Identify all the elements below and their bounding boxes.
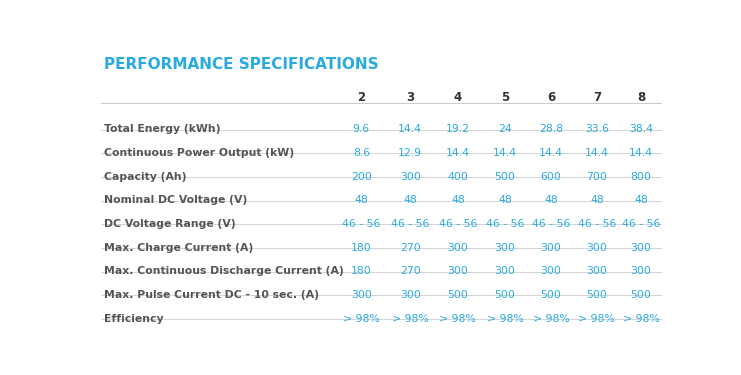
Text: > 98%: > 98% (622, 314, 659, 324)
Text: > 98%: > 98% (487, 314, 523, 324)
Text: 300: 300 (631, 267, 651, 276)
Text: 300: 300 (631, 243, 651, 253)
Text: 48: 48 (451, 195, 465, 206)
Text: 180: 180 (351, 267, 372, 276)
Text: Max. Pulse Current DC - 10 sec. (A): Max. Pulse Current DC - 10 sec. (A) (104, 290, 319, 300)
Text: 500: 500 (494, 290, 516, 300)
Text: 46 - 56: 46 - 56 (532, 219, 570, 229)
Text: 14.4: 14.4 (446, 148, 470, 158)
Text: 300: 300 (351, 290, 372, 300)
Text: 48: 48 (498, 195, 512, 206)
Text: 300: 300 (448, 267, 468, 276)
Text: 300: 300 (586, 267, 608, 276)
Text: 3: 3 (406, 91, 414, 104)
Text: Efficiency: Efficiency (104, 314, 164, 324)
Text: 46 - 56: 46 - 56 (439, 219, 477, 229)
Text: Continuous Power Output (kW): Continuous Power Output (kW) (104, 148, 294, 158)
Text: 500: 500 (631, 290, 651, 300)
Text: 500: 500 (586, 290, 608, 300)
Text: 9.6: 9.6 (353, 124, 370, 134)
Text: > 98%: > 98% (579, 314, 615, 324)
Text: 270: 270 (400, 243, 421, 253)
Text: 180: 180 (351, 243, 372, 253)
Text: 4: 4 (453, 91, 462, 104)
Text: Nominal DC Voltage (V): Nominal DC Voltage (V) (104, 195, 247, 206)
Text: PERFORMANCE SPECIFICATIONS: PERFORMANCE SPECIFICATIONS (104, 57, 379, 72)
Text: 300: 300 (494, 267, 516, 276)
Text: 8.6: 8.6 (353, 148, 370, 158)
Text: 33.6: 33.6 (585, 124, 609, 134)
Text: 500: 500 (540, 290, 562, 300)
Text: 300: 300 (540, 267, 562, 276)
Text: 46 - 56: 46 - 56 (578, 219, 616, 229)
Text: 28.8: 28.8 (539, 124, 563, 134)
Text: 400: 400 (448, 172, 468, 182)
Text: Max. Charge Current (A): Max. Charge Current (A) (104, 243, 253, 253)
Text: 14.4: 14.4 (629, 148, 653, 158)
Text: > 98%: > 98% (439, 314, 476, 324)
Text: 14.4: 14.4 (539, 148, 563, 158)
Text: > 98%: > 98% (392, 314, 428, 324)
Text: 46 - 56: 46 - 56 (486, 219, 524, 229)
Text: 24: 24 (498, 124, 512, 134)
Text: 6: 6 (547, 91, 555, 104)
Text: 300: 300 (399, 290, 421, 300)
Text: 300: 300 (399, 172, 421, 182)
Text: 300: 300 (448, 243, 468, 253)
Text: 600: 600 (540, 172, 562, 182)
Text: 38.4: 38.4 (629, 124, 653, 134)
Text: > 98%: > 98% (533, 314, 569, 324)
Text: 14.4: 14.4 (585, 148, 609, 158)
Text: 46 - 56: 46 - 56 (622, 219, 660, 229)
Text: 48: 48 (544, 195, 558, 206)
Text: 270: 270 (400, 267, 421, 276)
Text: 800: 800 (631, 172, 651, 182)
Text: 48: 48 (590, 195, 604, 206)
Text: 300: 300 (494, 243, 516, 253)
Text: 500: 500 (448, 290, 468, 300)
Text: Capacity (Ah): Capacity (Ah) (104, 172, 187, 182)
Text: 14.4: 14.4 (398, 124, 422, 134)
Text: > 98%: > 98% (343, 314, 379, 324)
Text: 48: 48 (403, 195, 417, 206)
Text: 12.9: 12.9 (398, 148, 422, 158)
Text: 46 - 56: 46 - 56 (342, 219, 381, 229)
Text: 300: 300 (586, 243, 608, 253)
Text: 8: 8 (637, 91, 645, 104)
Text: 200: 200 (351, 172, 372, 182)
Text: 48: 48 (354, 195, 368, 206)
Text: Total Energy (kWh): Total Energy (kWh) (104, 124, 221, 134)
Text: 14.4: 14.4 (493, 148, 517, 158)
Text: 500: 500 (494, 172, 516, 182)
Text: 48: 48 (634, 195, 648, 206)
Text: 7: 7 (593, 91, 601, 104)
Text: Max. Continuous Discharge Current (A): Max. Continuous Discharge Current (A) (104, 267, 344, 276)
Text: 2: 2 (357, 91, 365, 104)
Text: DC Voltage Range (V): DC Voltage Range (V) (104, 219, 236, 229)
Text: 19.2: 19.2 (446, 124, 470, 134)
Text: 300: 300 (540, 243, 562, 253)
Text: 46 - 56: 46 - 56 (391, 219, 429, 229)
Text: 5: 5 (501, 91, 509, 104)
Text: 700: 700 (586, 172, 608, 182)
